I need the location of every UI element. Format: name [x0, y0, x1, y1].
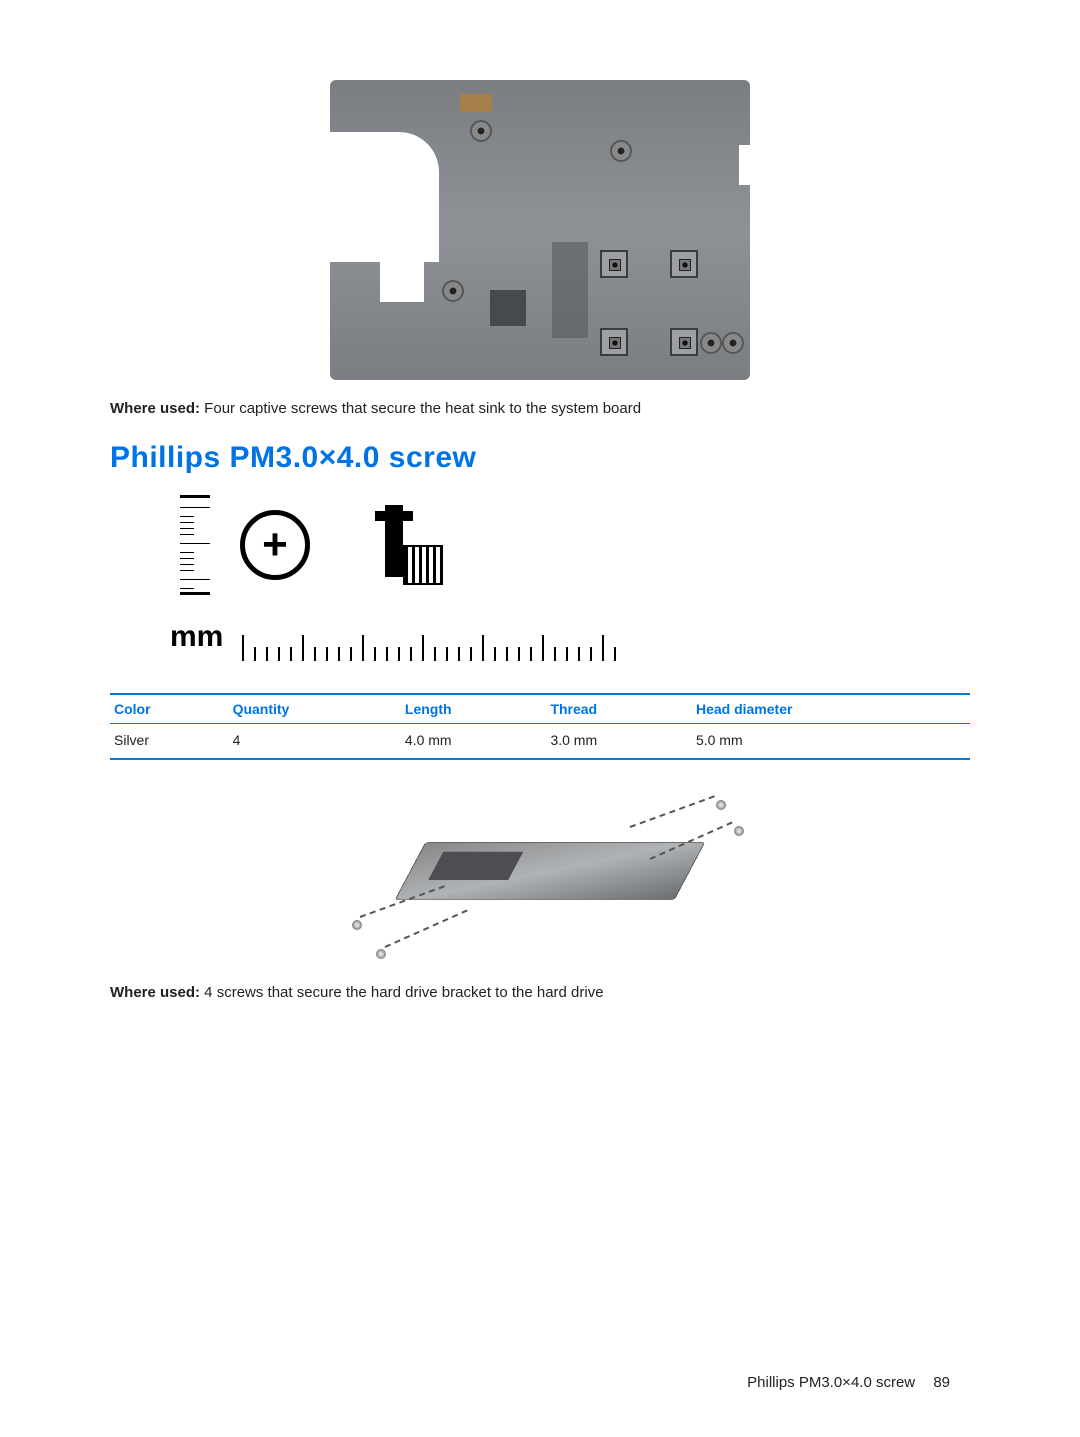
cell-quantity: 4	[229, 724, 401, 760]
section-heading: Phillips PM3.0×4.0 screw	[110, 441, 970, 475]
page-footer: Phillips PM3.0×4.0 screw 89	[0, 1374, 1080, 1391]
screw-side-view	[385, 505, 403, 577]
col-quantity: Quantity	[229, 694, 401, 724]
col-head-diameter: Head diameter	[692, 694, 970, 724]
screw-head-top-view: +	[240, 510, 310, 580]
table-header-row: Color Quantity Length Thread Head diamet…	[110, 694, 970, 724]
col-color: Color	[110, 694, 229, 724]
top-caption-text: Four captive screws that secure the heat…	[200, 400, 641, 417]
screw-spec-table: Color Quantity Length Thread Head diamet…	[110, 693, 970, 760]
col-thread: Thread	[546, 694, 692, 724]
footer-page-number: 89	[933, 1374, 950, 1391]
where-used-label: Where used:	[110, 400, 200, 417]
cell-thread: 3.0 mm	[546, 724, 692, 760]
col-length: Length	[401, 694, 547, 724]
bottom-caption-text: 4 screws that secure the hard drive brac…	[200, 984, 604, 1001]
plus-symbol: +	[262, 520, 288, 570]
system-board-figure	[330, 80, 750, 380]
cell-length: 4.0 mm	[401, 724, 547, 760]
bottom-caption: Where used: 4 screws that secure the har…	[110, 984, 970, 1001]
table-row: Silver 4 4.0 mm 3.0 mm 5.0 mm	[110, 724, 970, 760]
mm-label: mm	[170, 620, 223, 654]
cell-color: Silver	[110, 724, 229, 760]
hard-drive-bracket-figure	[330, 786, 750, 966]
cell-head-diameter: 5.0 mm	[692, 724, 970, 760]
horizontal-ruler	[242, 629, 622, 669]
where-used-label-2: Where used:	[110, 984, 200, 1001]
vertical-ruler	[180, 495, 210, 595]
screw-diagram: + mm	[170, 485, 670, 685]
top-caption: Where used: Four captive screws that sec…	[110, 400, 970, 417]
footer-title: Phillips PM3.0×4.0 screw	[747, 1374, 915, 1391]
